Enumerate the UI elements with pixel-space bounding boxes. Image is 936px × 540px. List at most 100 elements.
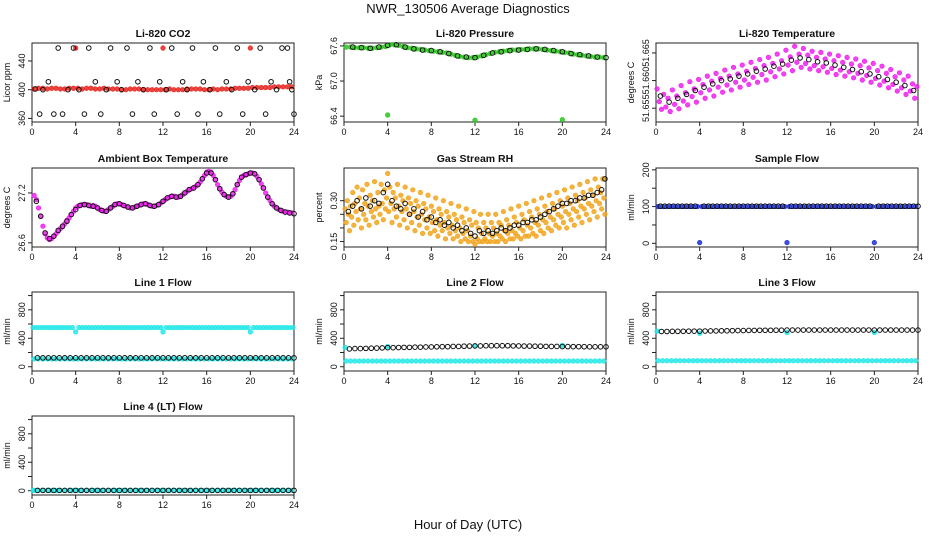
data-point-red [258,84,264,91]
x-tick-label: 0 [653,376,658,386]
data-point-red [188,86,194,92]
data-point-magenta [894,88,900,94]
plot-frame [31,415,295,496]
plot-frame [343,291,607,372]
data-point-black [428,47,435,54]
data-point-black [680,328,687,335]
data-point-black [220,487,226,494]
data-point-black [221,191,227,198]
y-tick-label: 0 [329,364,339,369]
x-tick-label: 20 [869,376,879,386]
data-point-magenta [896,70,903,76]
data-point-orange [412,228,418,234]
data-point-black [225,487,232,494]
data-point-black [477,343,484,349]
data-point-cyan [596,358,603,364]
data-point-cyan [712,358,718,364]
data-point-cyan [413,358,419,364]
data-point-orange [413,198,419,204]
data-point-black [357,345,364,352]
data-point-red [241,85,247,91]
data-point-black [154,487,161,494]
data-point-black [590,192,596,199]
data-point-black [594,189,601,196]
data-point-black [184,86,190,93]
data-point-black [107,45,114,51]
data-point-orange [542,203,548,209]
data-point-cyan [557,358,563,364]
data-point-black [664,328,670,335]
x-tick-label: 4 [697,376,702,386]
data-point-cyan [505,358,511,364]
data-point-black [61,355,68,361]
data-point-black [867,203,873,210]
x-tick-label: 20 [245,500,255,510]
data-point-black [515,343,522,349]
data-point-black [168,45,175,51]
data-point-black [450,343,456,350]
data-point-black [832,62,838,68]
data-point-red [171,87,177,93]
data-point-black [563,200,570,207]
data-point-black [454,222,461,229]
data-point-orange [485,211,491,217]
data-point-black [472,233,478,239]
data-point-cyan [500,358,506,364]
data-point-black [504,342,511,349]
data-point-magenta [715,84,721,90]
data-point-magenta [811,63,817,69]
data-point-orange [571,222,577,228]
data-point-black [393,41,400,48]
data-point-magenta [746,81,752,88]
data-point-black [263,487,270,494]
data-point-black [238,174,245,180]
data-point-orange [594,214,600,220]
data-point-magenta [704,73,710,79]
data-point-cyan [247,329,253,335]
data-point-cyan [361,358,367,364]
data-point-black [419,47,426,53]
data-point-orange [446,214,452,220]
data-point-black [132,487,139,494]
x-tick-label: 8 [117,376,122,386]
data-point-cyan [821,358,827,364]
data-point-orange [599,206,605,212]
x-tick-label: 24 [601,252,611,262]
data-point-cyan [158,324,164,331]
data-point-black [884,76,891,83]
data-point-red [236,85,243,91]
data-point-black [380,189,387,196]
data-point-cyan [729,358,736,364]
data-point-black [441,222,448,229]
data-point-orange [543,219,549,226]
series-points [31,168,297,243]
x-axis-title: Hour of Day (UTC) [413,517,523,532]
data-point-black [200,78,207,85]
data-point-cyan [664,358,670,364]
series-points [343,41,609,123]
data-point-black [379,345,386,351]
x-tick-label: 8 [741,127,746,137]
x-tick-label: 16 [202,376,212,386]
data-point-cyan [566,358,572,364]
y-axis-label: ml/min [626,318,636,345]
data-point-black [718,327,725,334]
data-point-orange [458,238,464,245]
data-point-magenta [695,76,702,83]
data-point-black [269,487,275,494]
data-point-magenta [772,74,778,80]
data-point-black [384,344,391,351]
data-point-black [51,487,57,494]
data-point-cyan [409,358,415,364]
data-point-magenta [709,78,715,84]
data-point-black [61,487,68,494]
data-point-black [352,345,358,352]
data-point-black [559,48,566,55]
data-point-cyan [513,358,520,364]
data-point-black [875,73,882,80]
data-point-orange [375,189,381,196]
data-point-black [214,487,221,494]
data-point-magenta [868,79,874,85]
data-point-black [401,344,407,351]
data-point-orange [374,219,380,226]
